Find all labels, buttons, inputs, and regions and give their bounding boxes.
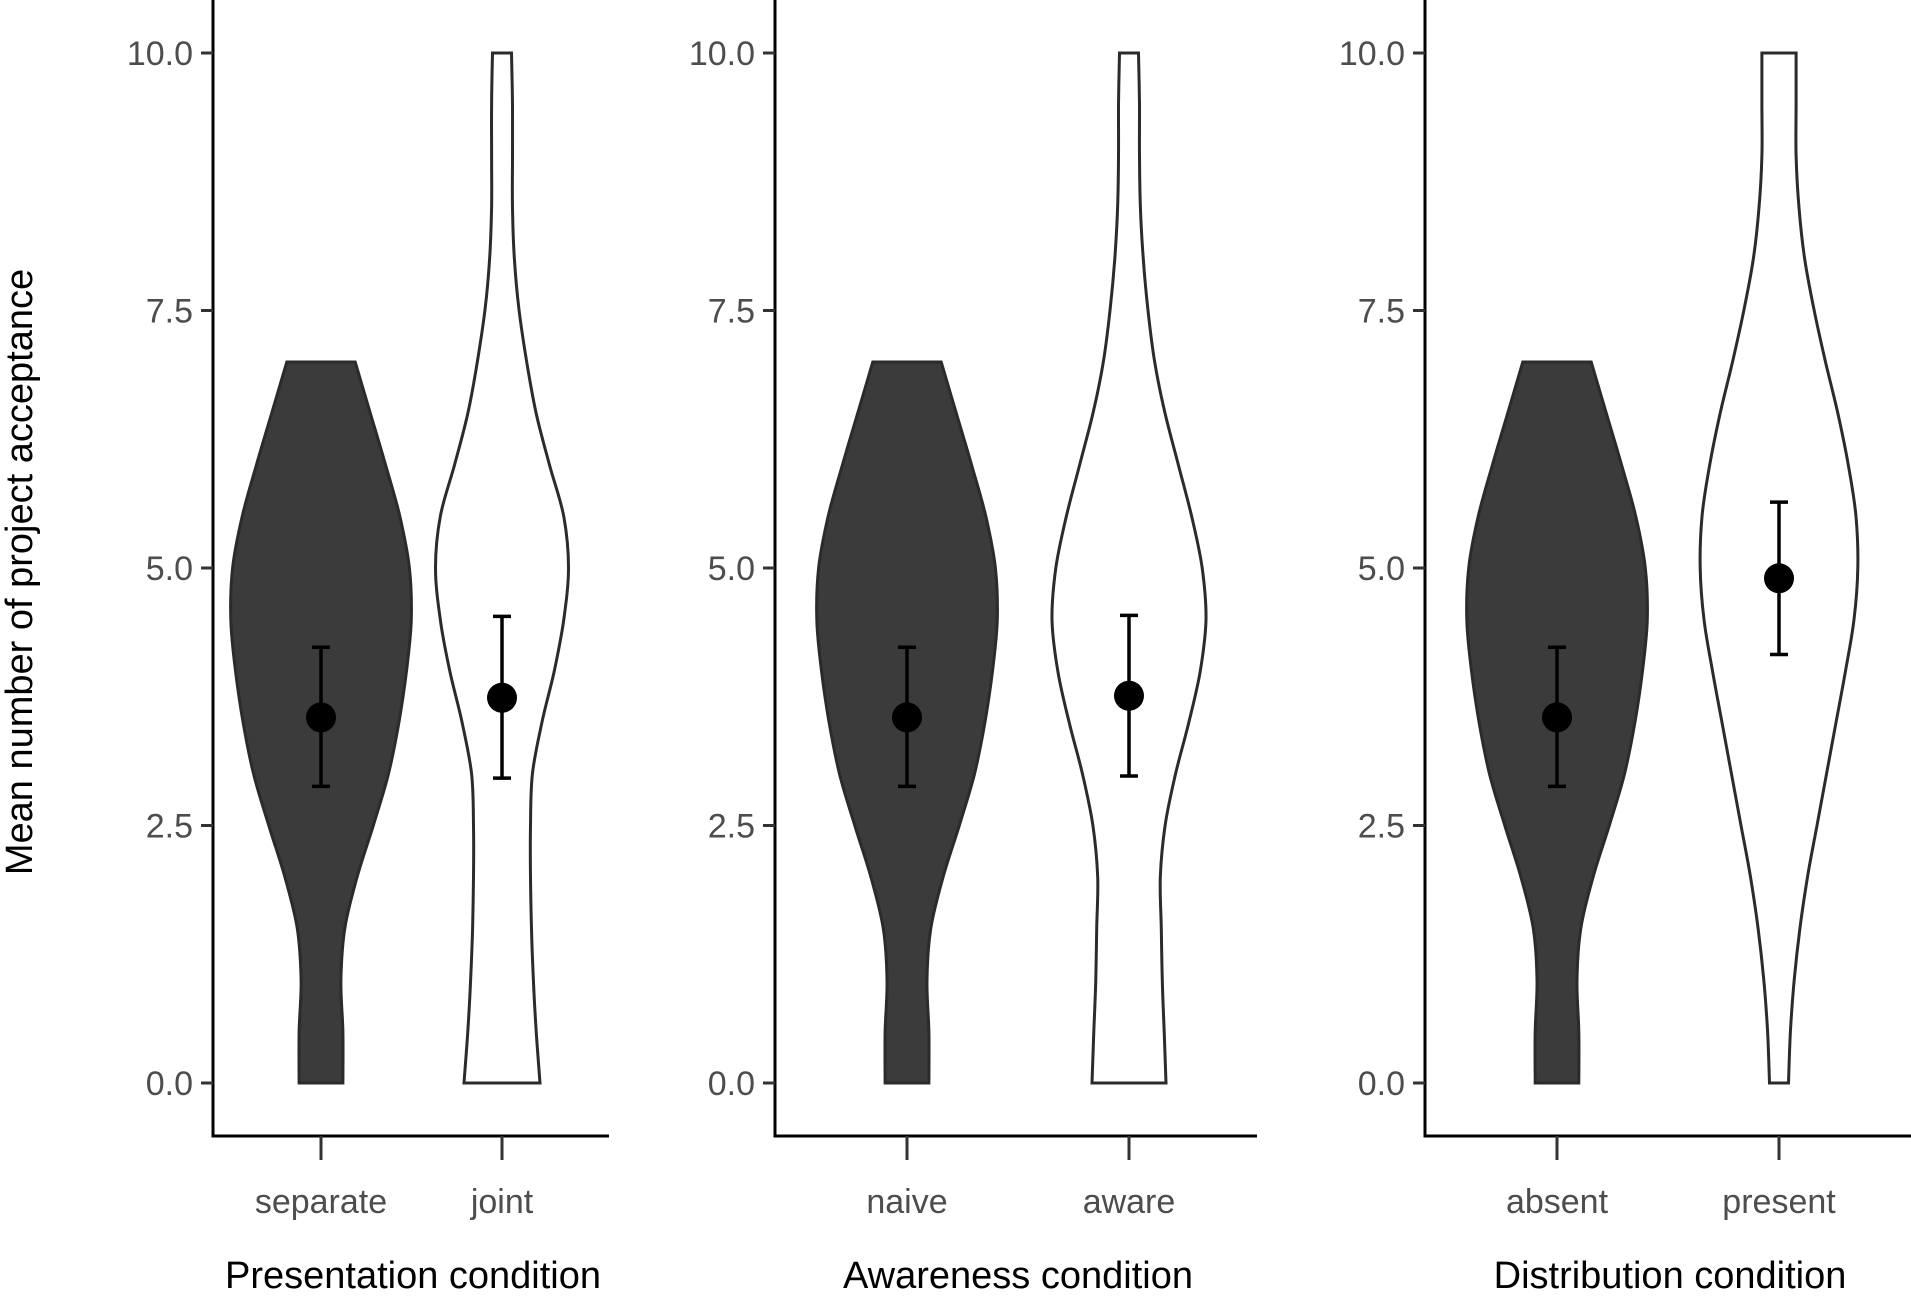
panel-3: 0.0 2.5 5.0 7.5 10.0 absent present Distributio… <box>1339 0 1911 1297</box>
x-tick-label-present: present <box>1722 1183 1836 1221</box>
mean-point-present <box>1764 563 1794 594</box>
x-axis-title: Awareness condition <box>843 1255 1193 1297</box>
y-tick-label: 5.0 <box>1358 550 1405 588</box>
y-tick-label: 2.5 <box>708 808 755 846</box>
y-tick-label: 10.0 <box>689 35 755 73</box>
y-tick-label: 10.0 <box>1339 35 1405 73</box>
mean-point-separate <box>306 702 336 733</box>
mean-point-aware <box>1114 680 1144 711</box>
x-tick-label-joint: joint <box>470 1183 534 1221</box>
y-tick-label: 7.5 <box>146 293 193 331</box>
panel-1: 0.0 2.5 5.0 7.5 10.0 separate joint Presentatio… <box>127 0 609 1297</box>
y-tick-label: 0.0 <box>1358 1065 1405 1103</box>
y-tick-label: 0.0 <box>708 1065 755 1103</box>
violin-joint <box>433 51 571 1085</box>
panel-2: 0.0 2.5 5.0 7.5 10.0 naive aware Awareness cond… <box>689 0 1257 1297</box>
y-tick-label: 7.5 <box>708 293 755 331</box>
x-axis-title: Distribution condition <box>1494 1255 1847 1297</box>
mean-point-joint <box>487 682 517 713</box>
x-axis-title: Presentation condition <box>225 1255 601 1297</box>
y-tick-label: 2.5 <box>146 808 193 846</box>
violin-aware <box>1050 51 1208 1085</box>
y-axis-title: Mean number of project acceptance <box>0 269 41 875</box>
x-tick-label-absent: absent <box>1506 1183 1609 1221</box>
y-tick-label: 7.5 <box>1358 293 1405 331</box>
y-tick-label: 5.0 <box>708 550 755 588</box>
x-tick-label-aware: aware <box>1083 1183 1176 1221</box>
y-tick-label: 5.0 <box>146 550 193 588</box>
mean-point-absent <box>1542 702 1572 733</box>
y-tick-label: 2.5 <box>1358 808 1405 846</box>
y-tick-label: 10.0 <box>127 35 193 73</box>
mean-point-naive <box>892 702 922 733</box>
x-tick-label-naive: naive <box>866 1183 947 1221</box>
y-tick-label: 0.0 <box>146 1065 193 1103</box>
x-tick-label-separate: separate <box>255 1183 387 1221</box>
